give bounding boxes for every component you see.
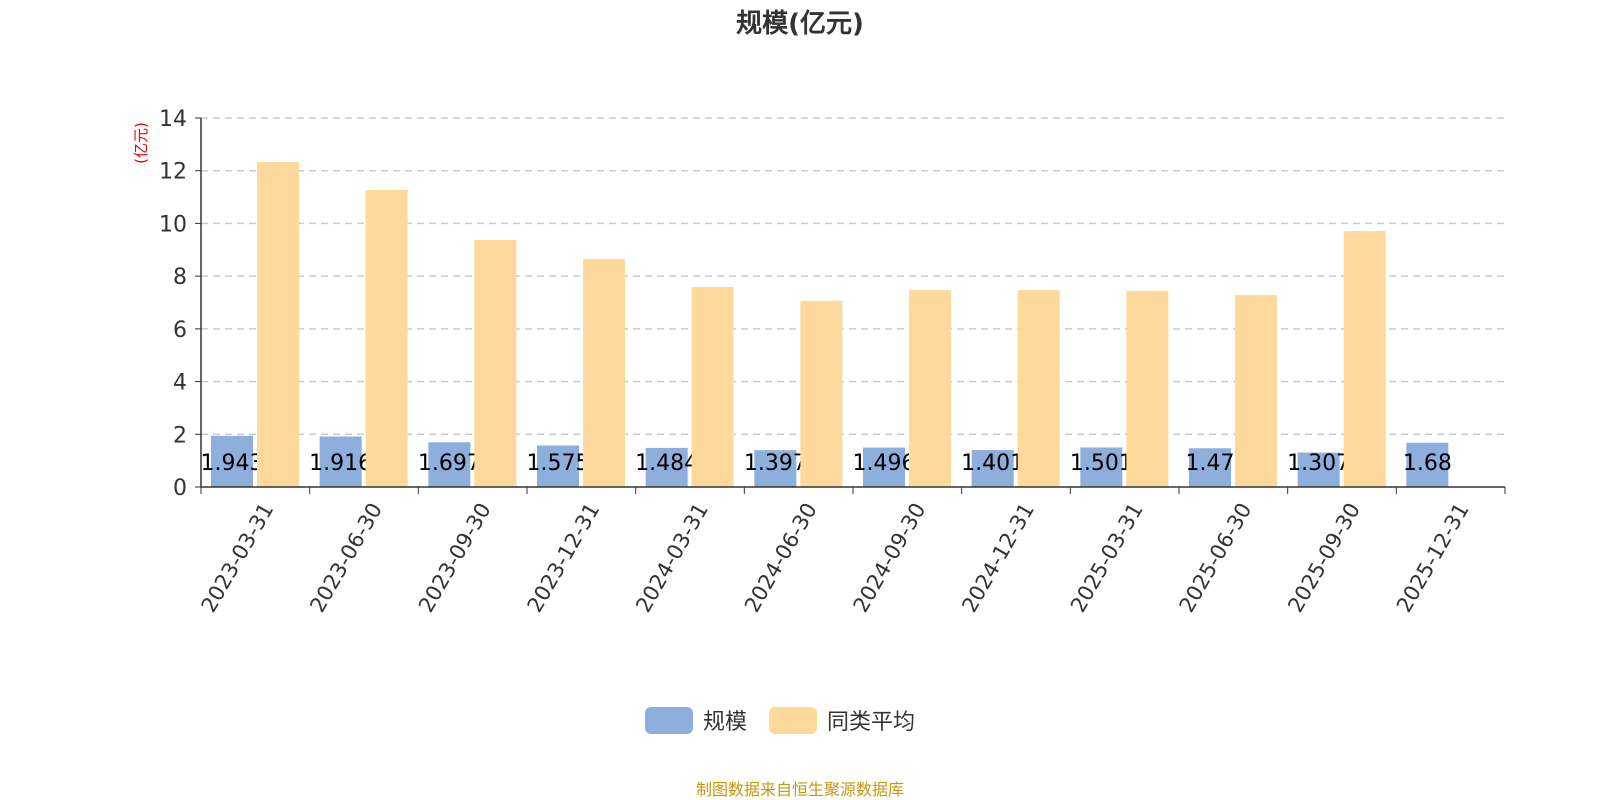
x-tick-label: 2025-09-30 xyxy=(1283,499,1365,617)
bar-scale xyxy=(211,435,253,487)
bar-peer-average xyxy=(691,286,734,487)
bar-peer-average xyxy=(1343,231,1386,487)
x-tick-label: 2024-09-30 xyxy=(849,499,931,617)
bar-scale xyxy=(1080,447,1123,487)
y-tick-label: 6 xyxy=(173,318,187,343)
bar-scale xyxy=(645,447,688,487)
x-tick-label: 2024-12-31 xyxy=(957,499,1039,617)
bar-peer-average xyxy=(257,162,299,488)
data-label: 1.397 xyxy=(744,451,807,476)
x-tick-label: 2025-03-31 xyxy=(1066,499,1148,617)
y-tick-label: 14 xyxy=(159,107,187,132)
bar-scale xyxy=(537,445,579,487)
x-tick-label: 2025-12-31 xyxy=(1392,499,1474,617)
data-label: 1.484 xyxy=(635,451,698,476)
bar-scale xyxy=(428,442,471,487)
x-tick-label: 2023-06-30 xyxy=(305,499,387,617)
y-tick-label: 10 xyxy=(159,212,187,237)
bar-peer-average xyxy=(474,240,517,487)
data-label: 1.916 xyxy=(309,451,372,476)
data-label: 1.697 xyxy=(418,451,481,476)
x-tick-label: 2024-03-31 xyxy=(631,499,713,617)
chart-title: 规模(亿元) xyxy=(736,9,864,39)
data-label: 1.68 xyxy=(1403,451,1452,476)
data-label: 1.501 xyxy=(1070,451,1133,476)
y-tick-label: 8 xyxy=(173,265,187,290)
y-tick-label: 4 xyxy=(173,371,187,396)
x-tick-label: 2023-09-30 xyxy=(414,499,496,617)
legend-swatch xyxy=(645,707,693,734)
bar-scale xyxy=(1406,442,1449,487)
bar-peer-average xyxy=(800,300,843,487)
bar-peer-average xyxy=(909,290,951,487)
source-note: 制图数据来自恒生聚源数据库 xyxy=(695,780,904,799)
data-label: 1.575 xyxy=(527,451,590,476)
bar-peer-average xyxy=(1235,295,1277,487)
bar-peer-average xyxy=(1126,290,1169,487)
bar-peer-average xyxy=(1017,290,1060,487)
legend-label: 同类平均 xyxy=(827,710,915,735)
data-label: 1.401 xyxy=(961,451,1024,476)
x-tick-label: 2023-03-31 xyxy=(197,499,279,617)
bar-peer-average xyxy=(365,189,408,487)
data-label: 1.307 xyxy=(1287,451,1350,476)
bar-scale xyxy=(1189,448,1231,487)
x-tick-label: 2023-12-31 xyxy=(523,499,605,617)
x-tick-label: 2025-06-30 xyxy=(1175,499,1257,617)
y-axis-label: (亿元) xyxy=(132,122,150,164)
bar-scale xyxy=(863,447,905,487)
bar-scale xyxy=(971,450,1014,487)
y-tick-label: 2 xyxy=(173,423,187,448)
x-tick-label: 2024-06-30 xyxy=(740,499,822,617)
bar-peer-average xyxy=(583,259,625,487)
data-label: 1.496 xyxy=(853,451,916,476)
y-tick-label: 12 xyxy=(159,160,187,185)
legend-swatch xyxy=(769,707,818,734)
data-label: 1.943 xyxy=(201,451,264,476)
bar-scale xyxy=(1297,452,1340,487)
data-label: 1.47 xyxy=(1186,451,1235,476)
y-tick-label: 0 xyxy=(173,476,187,501)
legend-label: 规模 xyxy=(703,710,747,735)
bar-scale xyxy=(754,450,797,487)
bar-scale xyxy=(319,436,362,487)
